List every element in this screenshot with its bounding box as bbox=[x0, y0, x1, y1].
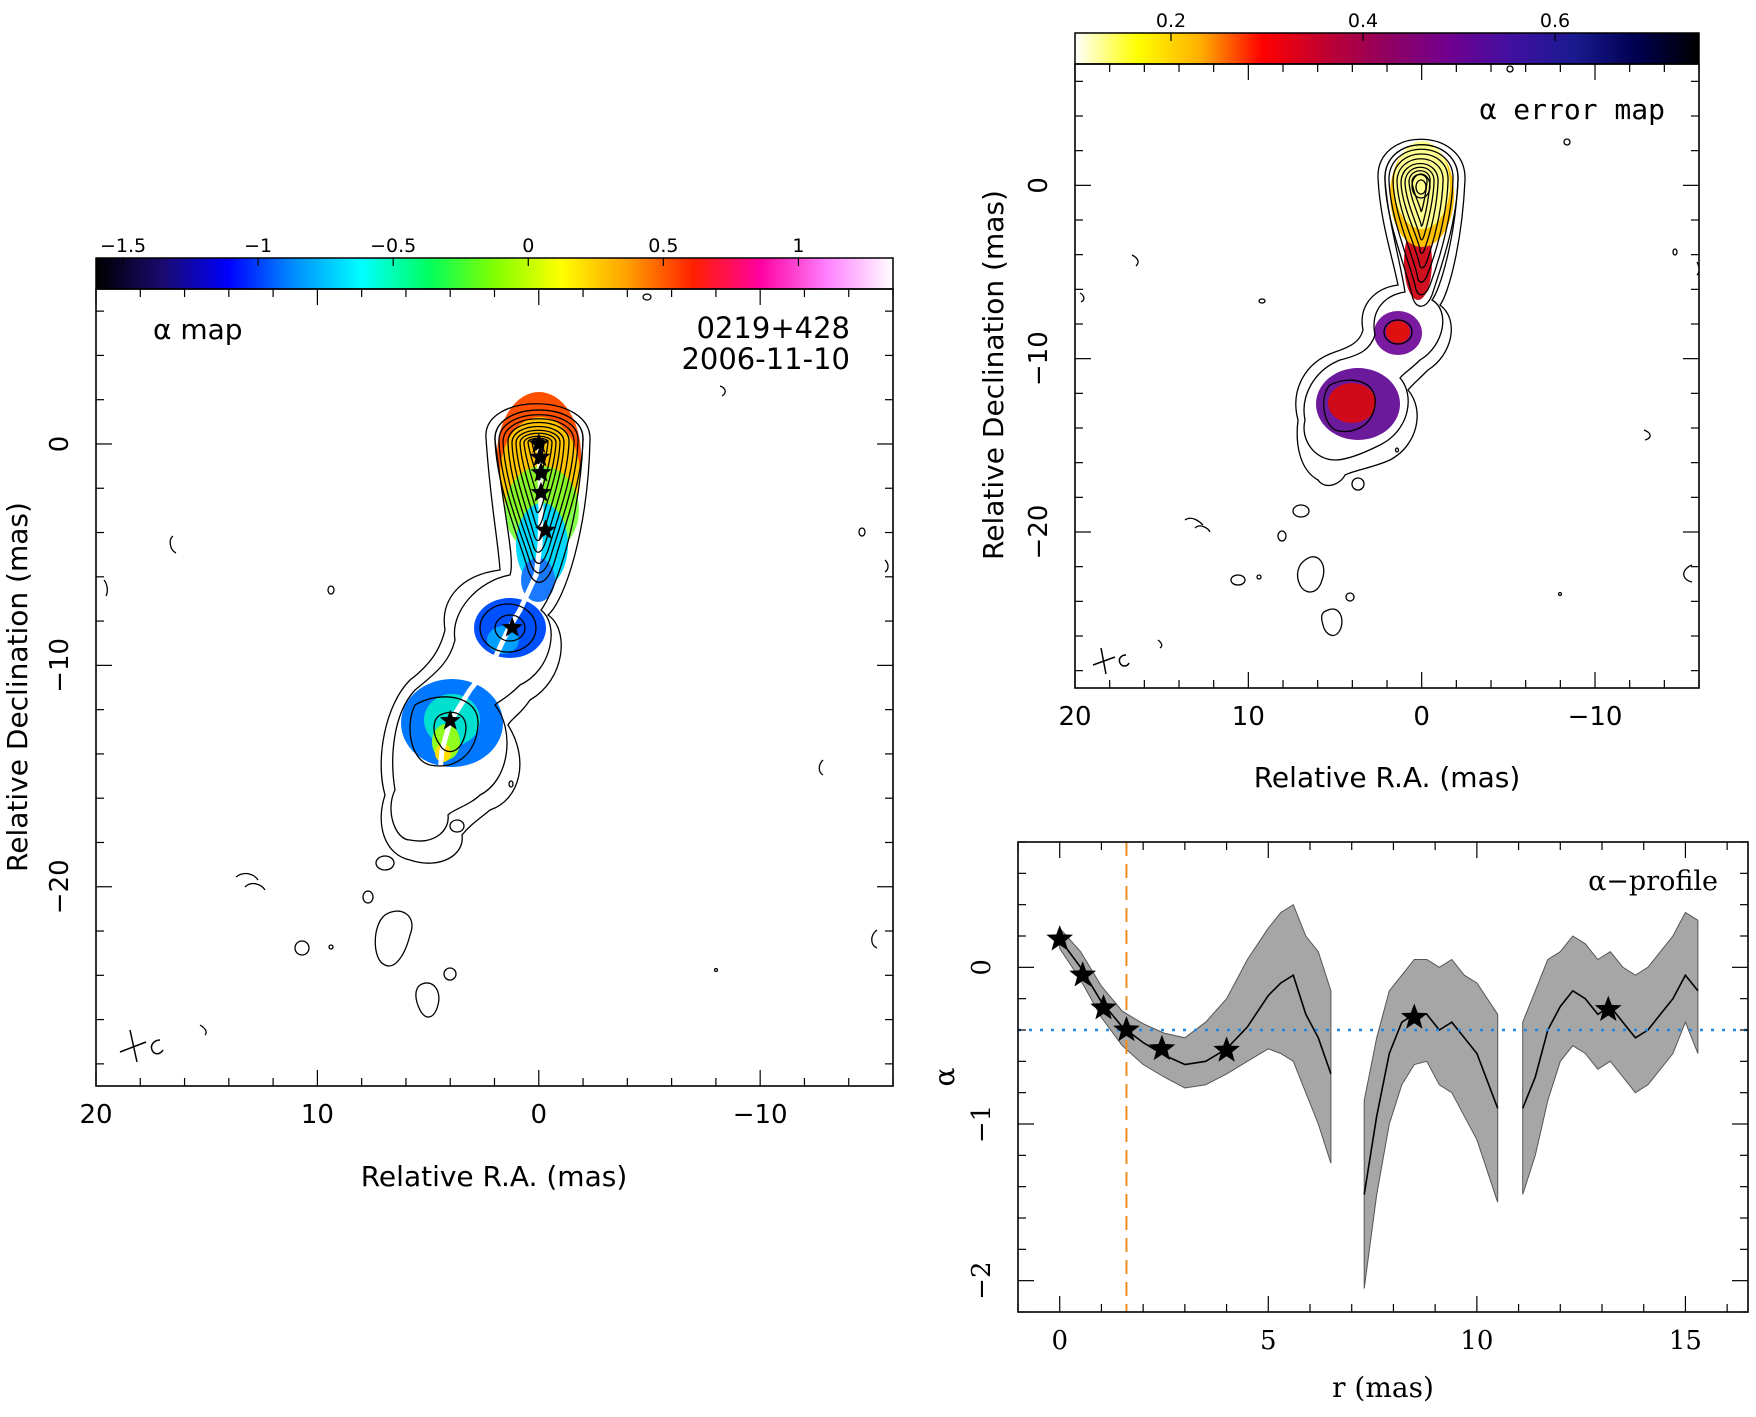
alpha-map-panel: −1.5 −1 −0.5 0 0.5 1 bbox=[1, 235, 894, 1193]
alpha-colorbar-strip bbox=[95, 257, 894, 290]
alpha-profile-title: α−profile bbox=[1588, 866, 1718, 897]
alpha-error-map-y-tick-label: −20 bbox=[1024, 505, 1054, 560]
alpha-map-y-tick-label: −20 bbox=[45, 859, 75, 914]
alpha-profile-x-tick-label: 10 bbox=[1460, 1326, 1493, 1356]
alpha-profile-star bbox=[1046, 925, 1073, 951]
alpha-profile-frame bbox=[1017, 841, 1749, 1313]
alpha-profile-band-3 bbox=[1522, 911, 1699, 1195]
alpha-colorbar-tick-label: −1.5 bbox=[100, 235, 146, 257]
alpha-map-star bbox=[530, 461, 552, 482]
error-knot2-colour-red bbox=[1328, 383, 1376, 423]
alpha-profile-star bbox=[1069, 961, 1096, 987]
alpha-map-star bbox=[528, 433, 550, 453]
alpha-error-map-x-tick-label: −10 bbox=[1568, 702, 1623, 732]
error-colorbar-ticks: 0.2 0.4 0.6 bbox=[1156, 10, 1570, 41]
alpha-colorbar-tick-label: 0 bbox=[522, 235, 534, 257]
alpha-colorbar-ticks: −1.5 −1 −0.5 0 0.5 1 bbox=[100, 235, 804, 266]
alpha-profile-panel: 0 5 10 15 0 −1 −2 α−profile r (mas) α bbox=[928, 841, 1749, 1404]
error-knot-contours bbox=[1323, 319, 1413, 433]
alpha-profile-x-tick-label: 15 bbox=[1669, 1326, 1702, 1356]
alpha-colorbar-tick-label: 0.5 bbox=[648, 235, 678, 257]
alpha-profile-band-2 bbox=[1363, 958, 1499, 1289]
alpha-colorbar-tick-label: −1 bbox=[244, 235, 272, 257]
alpha-profile-y-tick-label: −2 bbox=[967, 1262, 997, 1300]
alpha-error-map-ylabel: Relative Declination (mas) bbox=[977, 190, 1010, 560]
alpha-map-star bbox=[529, 446, 551, 467]
alpha-map-xlabel: Relative R.A. (mas) bbox=[361, 1160, 628, 1193]
alpha-error-map-x-tick-label: 10 bbox=[1232, 702, 1265, 732]
alpha-noise-contours bbox=[103, 293, 889, 1036]
alpha-error-map-y-tick-label: −10 bbox=[1024, 331, 1054, 386]
error-colorbar-strip bbox=[1074, 32, 1700, 65]
alpha-map-ylabel: Relative Declination (mas) bbox=[1, 502, 34, 872]
alpha-profile-error-bands bbox=[1059, 903, 1699, 1289]
error-colorbar-tick-label: 0.4 bbox=[1348, 10, 1378, 32]
error-knot1-colour-red bbox=[1386, 321, 1410, 343]
alpha-map-epoch-label: 2006-11-10 bbox=[681, 342, 850, 376]
alpha-error-map-axis-ticks: 20 10 0 −10 0 −10 −20 bbox=[1024, 64, 1700, 732]
alpha-error-map-x-tick-label: 0 bbox=[1413, 702, 1430, 732]
alpha-colorbar-tick-label: −0.5 bbox=[370, 235, 416, 257]
alpha-error-map-xlabel: Relative R.A. (mas) bbox=[1254, 761, 1521, 794]
alpha-map-star bbox=[535, 519, 556, 540]
alpha-map-axis-ticks: 20 10 0 −10 0 −10 −20 bbox=[45, 289, 894, 1130]
alpha-map-star bbox=[501, 616, 523, 637]
alpha-map-star bbox=[439, 709, 461, 730]
alpha-profile-band-1 bbox=[1059, 903, 1332, 1164]
alpha-error-map-image bbox=[1079, 65, 1699, 675]
alpha-map-x-tick-label: 0 bbox=[531, 1100, 548, 1130]
alpha-error-map-title: α error map bbox=[1480, 93, 1665, 126]
alpha-beam-icon bbox=[119, 1029, 164, 1063]
alpha-profile-star-markers bbox=[1046, 925, 1622, 1062]
alpha-map-y-tick-label: −10 bbox=[45, 638, 75, 693]
alpha-map-x-tick-label: 10 bbox=[301, 1100, 334, 1130]
alpha-profile-x-tick-label: 5 bbox=[1260, 1326, 1277, 1356]
alpha-profile-x-tick-label: 0 bbox=[1051, 1326, 1068, 1356]
alpha-profile-star bbox=[1090, 994, 1117, 1020]
alpha-knot-contours bbox=[409, 603, 537, 767]
alpha-profile-ylabel: α bbox=[928, 1067, 961, 1086]
alpha-profile-star bbox=[1401, 1003, 1428, 1029]
alpha-map-star bbox=[530, 481, 552, 502]
alpha-error-map-panel: 0.2 0.4 0.6 bbox=[977, 10, 1700, 794]
alpha-map-y-tick-label: 0 bbox=[45, 436, 75, 453]
alpha-profile-y-tick-label: −1 bbox=[967, 1105, 997, 1143]
alpha-profile-y-tick-label: 0 bbox=[967, 959, 997, 976]
alpha-map-x-tick-label: −10 bbox=[733, 1100, 788, 1130]
alpha-outer-contours bbox=[380, 403, 591, 864]
error-colorbar: 0.2 0.4 0.6 bbox=[1074, 10, 1700, 65]
alpha-error-map-frame bbox=[1074, 63, 1700, 689]
error-outer-contours bbox=[1295, 138, 1466, 487]
alpha-profile-star bbox=[1113, 1016, 1140, 1042]
error-noise-contours bbox=[1079, 65, 1699, 649]
alpha-ridge-line bbox=[437, 438, 544, 775]
alpha-map-star-markers bbox=[439, 433, 556, 730]
alpha-error-map-x-tick-label: 20 bbox=[1058, 702, 1091, 732]
error-colorbar-tick-label: 0.6 bbox=[1540, 10, 1570, 32]
alpha-profile-star bbox=[1213, 1036, 1240, 1062]
alpha-map-source-label: 0219+428 bbox=[697, 311, 850, 345]
alpha-profile-star bbox=[1148, 1034, 1176, 1061]
alpha-map-image bbox=[103, 293, 889, 1063]
alpha-profile-star bbox=[1594, 995, 1622, 1021]
alpha-colorbar-tick-label: 1 bbox=[792, 235, 804, 257]
alpha-profile-line-1 bbox=[1059, 938, 1332, 1075]
alpha-colorbar: −1.5 −1 −0.5 0 0.5 1 bbox=[95, 235, 894, 290]
alpha-profile-axis-ticks: 0 5 10 15 0 −1 −2 bbox=[967, 841, 1748, 1356]
error-colorbar-tick-label: 0.2 bbox=[1156, 10, 1186, 32]
alpha-profile-line-2 bbox=[1363, 1013, 1499, 1195]
alpha-map-frame bbox=[95, 288, 894, 1087]
alpha-map-x-tick-label: 20 bbox=[79, 1100, 112, 1130]
alpha-map-title: α map bbox=[153, 313, 243, 346]
error-beam-icon bbox=[1092, 647, 1130, 675]
alpha-error-map-y-tick-label: 0 bbox=[1024, 177, 1054, 194]
alpha-profile-xlabel: r (mas) bbox=[1332, 1371, 1434, 1404]
